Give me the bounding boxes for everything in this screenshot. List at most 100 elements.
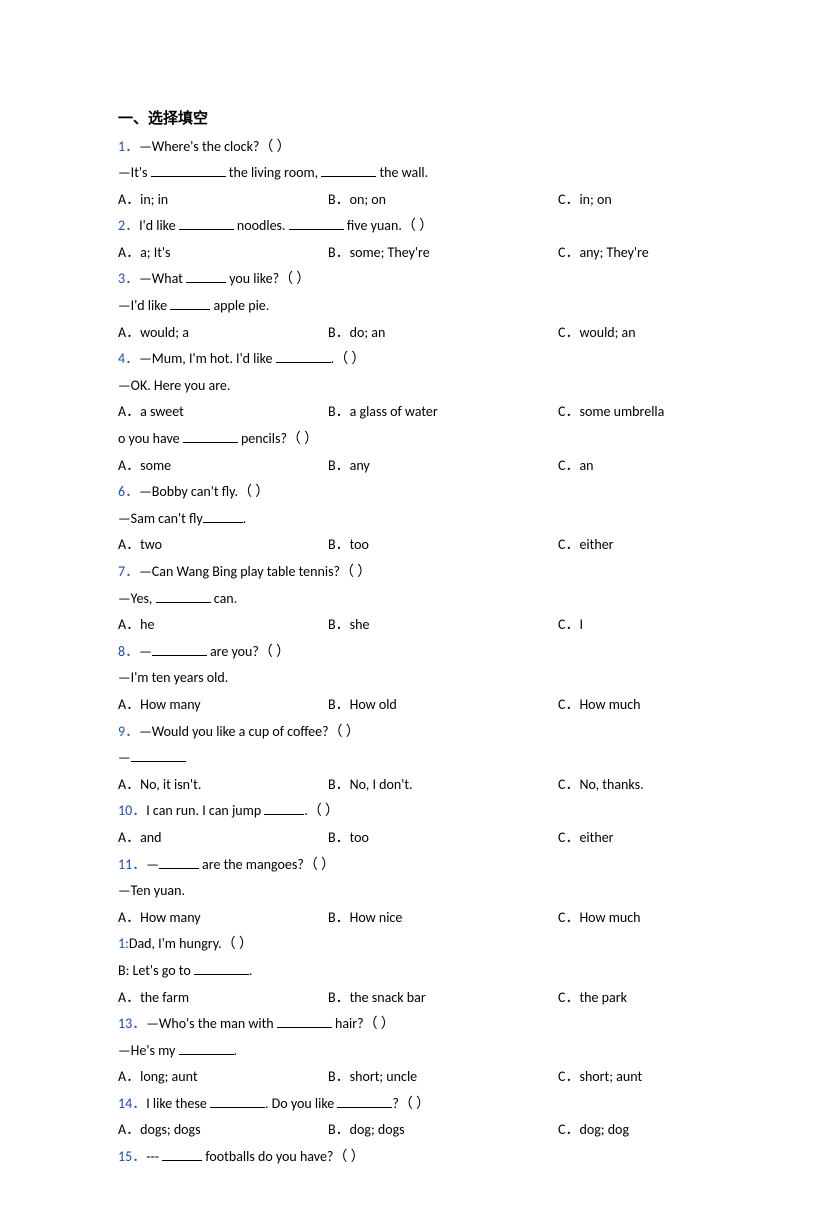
question-prompt-line: 6．—Bobby can't fly.（ ） <box>118 479 708 506</box>
question-number: 3． <box>118 270 139 287</box>
question-prompt-line: —I'm ten years old. <box>118 665 708 692</box>
option: A．he <box>118 612 328 639</box>
options-row: A．a sweetB．a glass of waterC．some umbrel… <box>118 399 708 426</box>
question-number: 1． <box>118 138 139 155</box>
section-title: 一、选择填空 <box>118 105 708 134</box>
question-text: —Can Wang Bing play table tennis?（ ） <box>139 563 371 580</box>
question-prompt-line: —Sam can't fly. <box>118 506 708 533</box>
question-text: you like?（ ） <box>226 270 310 287</box>
option: A．and <box>118 825 328 852</box>
question-text: —Bobby can't fly.（ ） <box>139 483 269 500</box>
option: A．would; a <box>118 320 328 347</box>
question-text: B: Let's go to <box>118 962 194 979</box>
option: C．an <box>558 453 708 480</box>
option: B．some; They're <box>328 240 558 267</box>
fill-blank <box>152 642 207 656</box>
question-number: 15． <box>118 1148 146 1165</box>
fill-blank <box>277 1015 332 1029</box>
option: B．dog; dogs <box>328 1117 558 1144</box>
options-row: A．How manyB．How oldC．How much <box>118 692 708 719</box>
fill-blank <box>151 164 226 178</box>
options-row: A．a; It'sB．some; They'reC．any; They're <box>118 240 708 267</box>
fill-blank <box>289 217 344 231</box>
fill-blank <box>203 509 243 523</box>
question-prompt-line: 3．—What you like?（ ） <box>118 266 708 293</box>
question-text: —Where's the clock?（ ） <box>139 138 290 155</box>
question-text: the living room, <box>226 164 322 181</box>
question-text: —Would you like a cup of coffee?（ ） <box>139 723 360 740</box>
question-prompt-line: —I'd like apple pie. <box>118 293 708 320</box>
question-text: are the mangoes?（ ） <box>199 856 335 873</box>
option: A．two <box>118 532 328 559</box>
question-text: — <box>139 643 152 660</box>
option: B．on; on <box>328 187 558 214</box>
option: B．too <box>328 825 558 852</box>
question-prompt-line: 10．I can run. I can jump .（ ） <box>118 798 708 825</box>
question-text: — <box>146 856 159 873</box>
question-text: — <box>118 749 131 766</box>
question-text: —OK. Here you are. <box>118 377 230 394</box>
question-number: 13． <box>118 1015 146 1032</box>
question-prompt-line: 15．--- footballs do you have?（ ） <box>118 1144 708 1171</box>
question-text: —I'd like <box>118 297 170 314</box>
option: C．some umbrella <box>558 399 708 426</box>
question-number: 11． <box>118 856 146 873</box>
option: C．I <box>558 612 708 639</box>
question-number: 2． <box>118 217 139 234</box>
option: A．a sweet <box>118 399 328 426</box>
options-row: A．andB．tooC．either <box>118 825 708 852</box>
question-text: —Yes, <box>118 590 156 607</box>
fill-blank <box>194 961 249 975</box>
question-text: —What <box>139 270 186 287</box>
option: C．How much <box>558 692 708 719</box>
option: C．No, thanks. <box>558 772 708 799</box>
question-prompt-line: —Yes, can. <box>118 586 708 613</box>
question-text: —Sam can't fly <box>118 510 203 527</box>
question-text: —Who's the man with <box>146 1015 277 1032</box>
question-text: —Mum, I'm hot. I'd like <box>139 350 276 367</box>
question-text: .（ ） <box>304 802 339 819</box>
question-prompt-line: 2．I'd like noodles. five yuan.（ ） <box>118 213 708 240</box>
option: C．How much <box>558 905 708 932</box>
fill-blank <box>264 802 304 816</box>
question-text: . <box>249 962 253 979</box>
options-row: A．twoB．tooC．either <box>118 532 708 559</box>
question-number: 1: <box>118 935 129 952</box>
option: A．How many <box>118 692 328 719</box>
option: A．a; It's <box>118 240 328 267</box>
question-prompt-line: — <box>118 745 708 772</box>
fill-blank <box>321 164 376 178</box>
option: C．either <box>558 825 708 852</box>
questions-container: 1．—Where's the clock?（ ）—It's the living… <box>118 134 708 1171</box>
question-text: o you have <box>118 430 183 447</box>
question-text: —It's <box>118 164 151 181</box>
fill-blank <box>179 1041 234 1055</box>
question-prompt-line: 13．—Who's the man with hair?（ ） <box>118 1011 708 1038</box>
option: B．How old <box>328 692 558 719</box>
question-text: . <box>234 1042 238 1059</box>
question-prompt-line: B: Let's go to . <box>118 958 708 985</box>
question-text: noodles. <box>234 217 289 234</box>
question-prompt-line: 1．—Where's the clock?（ ） <box>118 134 708 161</box>
question-text: Dad, I'm hungry.（ ） <box>129 935 253 952</box>
question-prompt-line: 14．I like these . Do you like ?（ ） <box>118 1091 708 1118</box>
question-number: 9． <box>118 723 139 740</box>
question-number: 8． <box>118 643 139 660</box>
question-number: 6． <box>118 483 139 500</box>
option: B．do; an <box>328 320 558 347</box>
fill-blank <box>170 296 210 310</box>
question-text: --- <box>146 1148 162 1165</box>
question-prompt-line: —Ten yuan. <box>118 878 708 905</box>
question-number: 10． <box>118 802 146 819</box>
option: B．she <box>328 612 558 639</box>
option: B．short; uncle <box>328 1064 558 1091</box>
question-number: 7． <box>118 563 139 580</box>
fill-blank <box>276 350 331 364</box>
question-text: hair?（ ） <box>332 1015 395 1032</box>
fill-blank <box>159 855 199 869</box>
question-prompt-line: —It's the living room, the wall. <box>118 160 708 187</box>
option: A．How many <box>118 905 328 932</box>
option: C．short; aunt <box>558 1064 708 1091</box>
fill-blank <box>183 429 238 443</box>
question-prompt-line: 7．—Can Wang Bing play table tennis?（ ） <box>118 559 708 586</box>
